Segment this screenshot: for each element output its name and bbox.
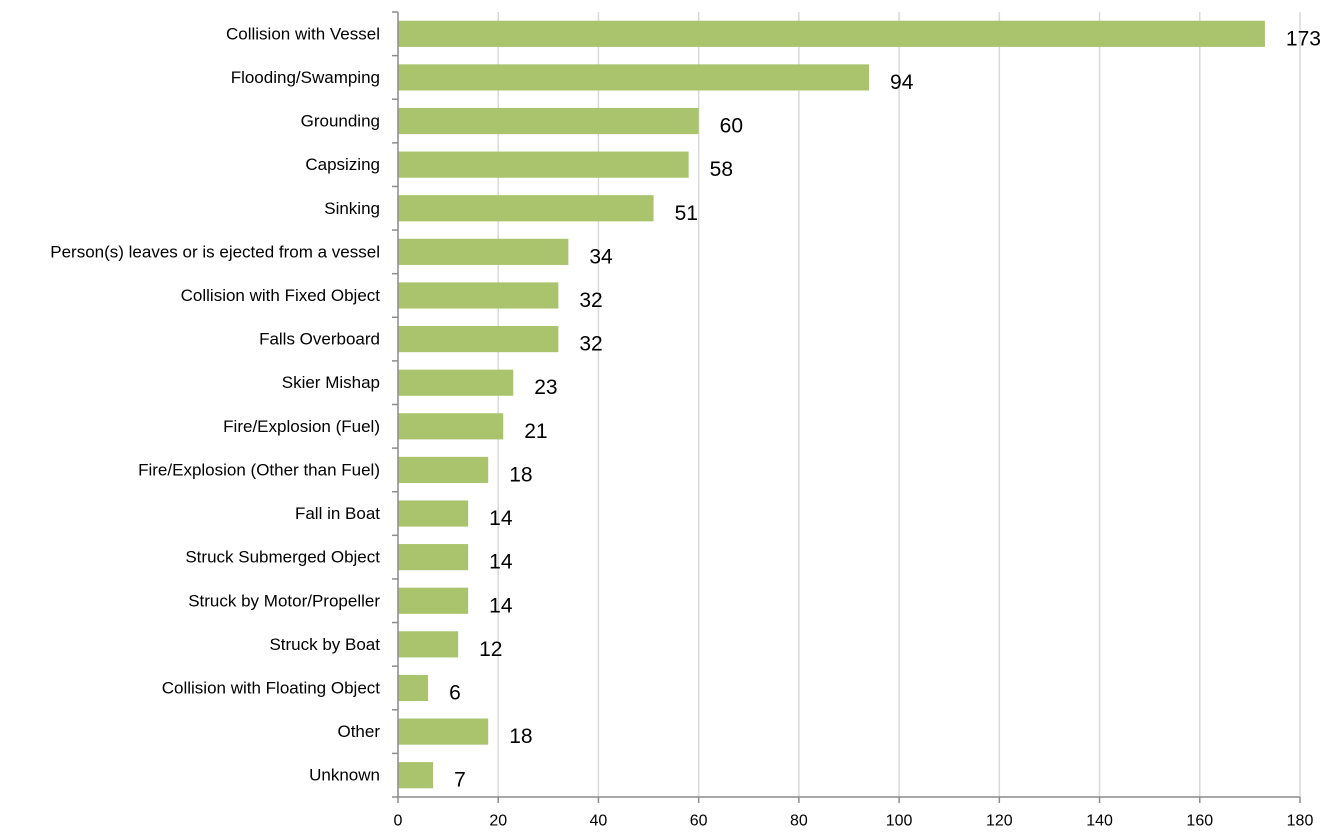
data-label: 7 (454, 769, 466, 792)
bar (398, 107, 699, 135)
bar (398, 195, 654, 222)
x-tick-label: 80 (790, 813, 808, 830)
category-label: Falls Overboard (259, 330, 380, 349)
data-label: 18 (509, 725, 532, 748)
x-tick-label: 160 (1186, 813, 1213, 830)
x-tick-label: 60 (690, 813, 708, 830)
bar (398, 238, 569, 265)
category-label: Struck Submerged Object (185, 548, 380, 567)
bars (398, 20, 1265, 789)
data-label: 18 (509, 463, 532, 486)
bar (398, 282, 559, 309)
category-label: Struck by Motor/Propeller (188, 591, 380, 610)
x-tick-label: 20 (489, 813, 507, 830)
data-label: 60 (720, 115, 743, 138)
category-label: Fire/Explosion (Other than Fuel) (138, 460, 380, 479)
category-label: Sinking (324, 199, 380, 218)
data-label: 173 (1286, 27, 1321, 50)
x-tick-label: 40 (590, 813, 608, 830)
bar (398, 587, 469, 614)
bar (398, 674, 429, 702)
data-label: 32 (579, 333, 602, 356)
category-label: Fall in Boat (295, 504, 380, 523)
bar (398, 20, 1265, 47)
category-label: Person(s) leaves or is ejected from a ve… (50, 242, 380, 261)
data-label: 34 (589, 245, 613, 268)
bar (398, 326, 559, 353)
data-label: 21 (524, 420, 547, 443)
bar (398, 500, 469, 527)
bar (398, 631, 459, 658)
data-label: 94 (890, 71, 914, 94)
data-label: 14 (489, 507, 513, 530)
category-label: Unknown (309, 766, 380, 785)
labels: Collision with Vessel 173 Flooding/Swampin… (50, 24, 1321, 829)
data-label: 12 (479, 638, 502, 661)
x-tick-label: 0 (394, 813, 403, 830)
data-label: 14 (489, 551, 513, 574)
category-label: Fire/Explosion (Fuel) (223, 417, 380, 436)
data-label: 23 (534, 376, 557, 399)
category-label: Collision with Fixed Object (181, 286, 381, 305)
bar (398, 413, 504, 440)
bar (398, 64, 870, 91)
bar (398, 369, 514, 396)
x-tick-label: 180 (1287, 813, 1314, 830)
category-label: Flooding/Swamping (231, 68, 380, 87)
gridlines (497, 12, 1301, 797)
data-label: 14 (489, 594, 513, 617)
data-label: 51 (675, 202, 698, 225)
data-label: 32 (579, 289, 602, 312)
data-label: 6 (449, 681, 461, 704)
x-tick-label: 120 (986, 813, 1013, 830)
bar (398, 151, 689, 178)
category-label: Other (337, 722, 380, 741)
axes (392, 11, 1301, 803)
bar (398, 718, 489, 745)
bar (398, 762, 434, 789)
category-label: Skier Mishap (282, 373, 380, 392)
bar (398, 456, 489, 483)
x-tick-label: 140 (1086, 813, 1113, 830)
data-label: 58 (710, 158, 733, 181)
category-label: Struck by Boat (269, 635, 380, 654)
category-label: Capsizing (305, 155, 380, 174)
category-label: Collision with Vessel (226, 24, 380, 43)
bar (398, 544, 469, 571)
x-tick-label: 100 (886, 813, 913, 830)
category-label: Grounding (301, 112, 380, 131)
category-label: Collision with Floating Object (162, 678, 381, 697)
